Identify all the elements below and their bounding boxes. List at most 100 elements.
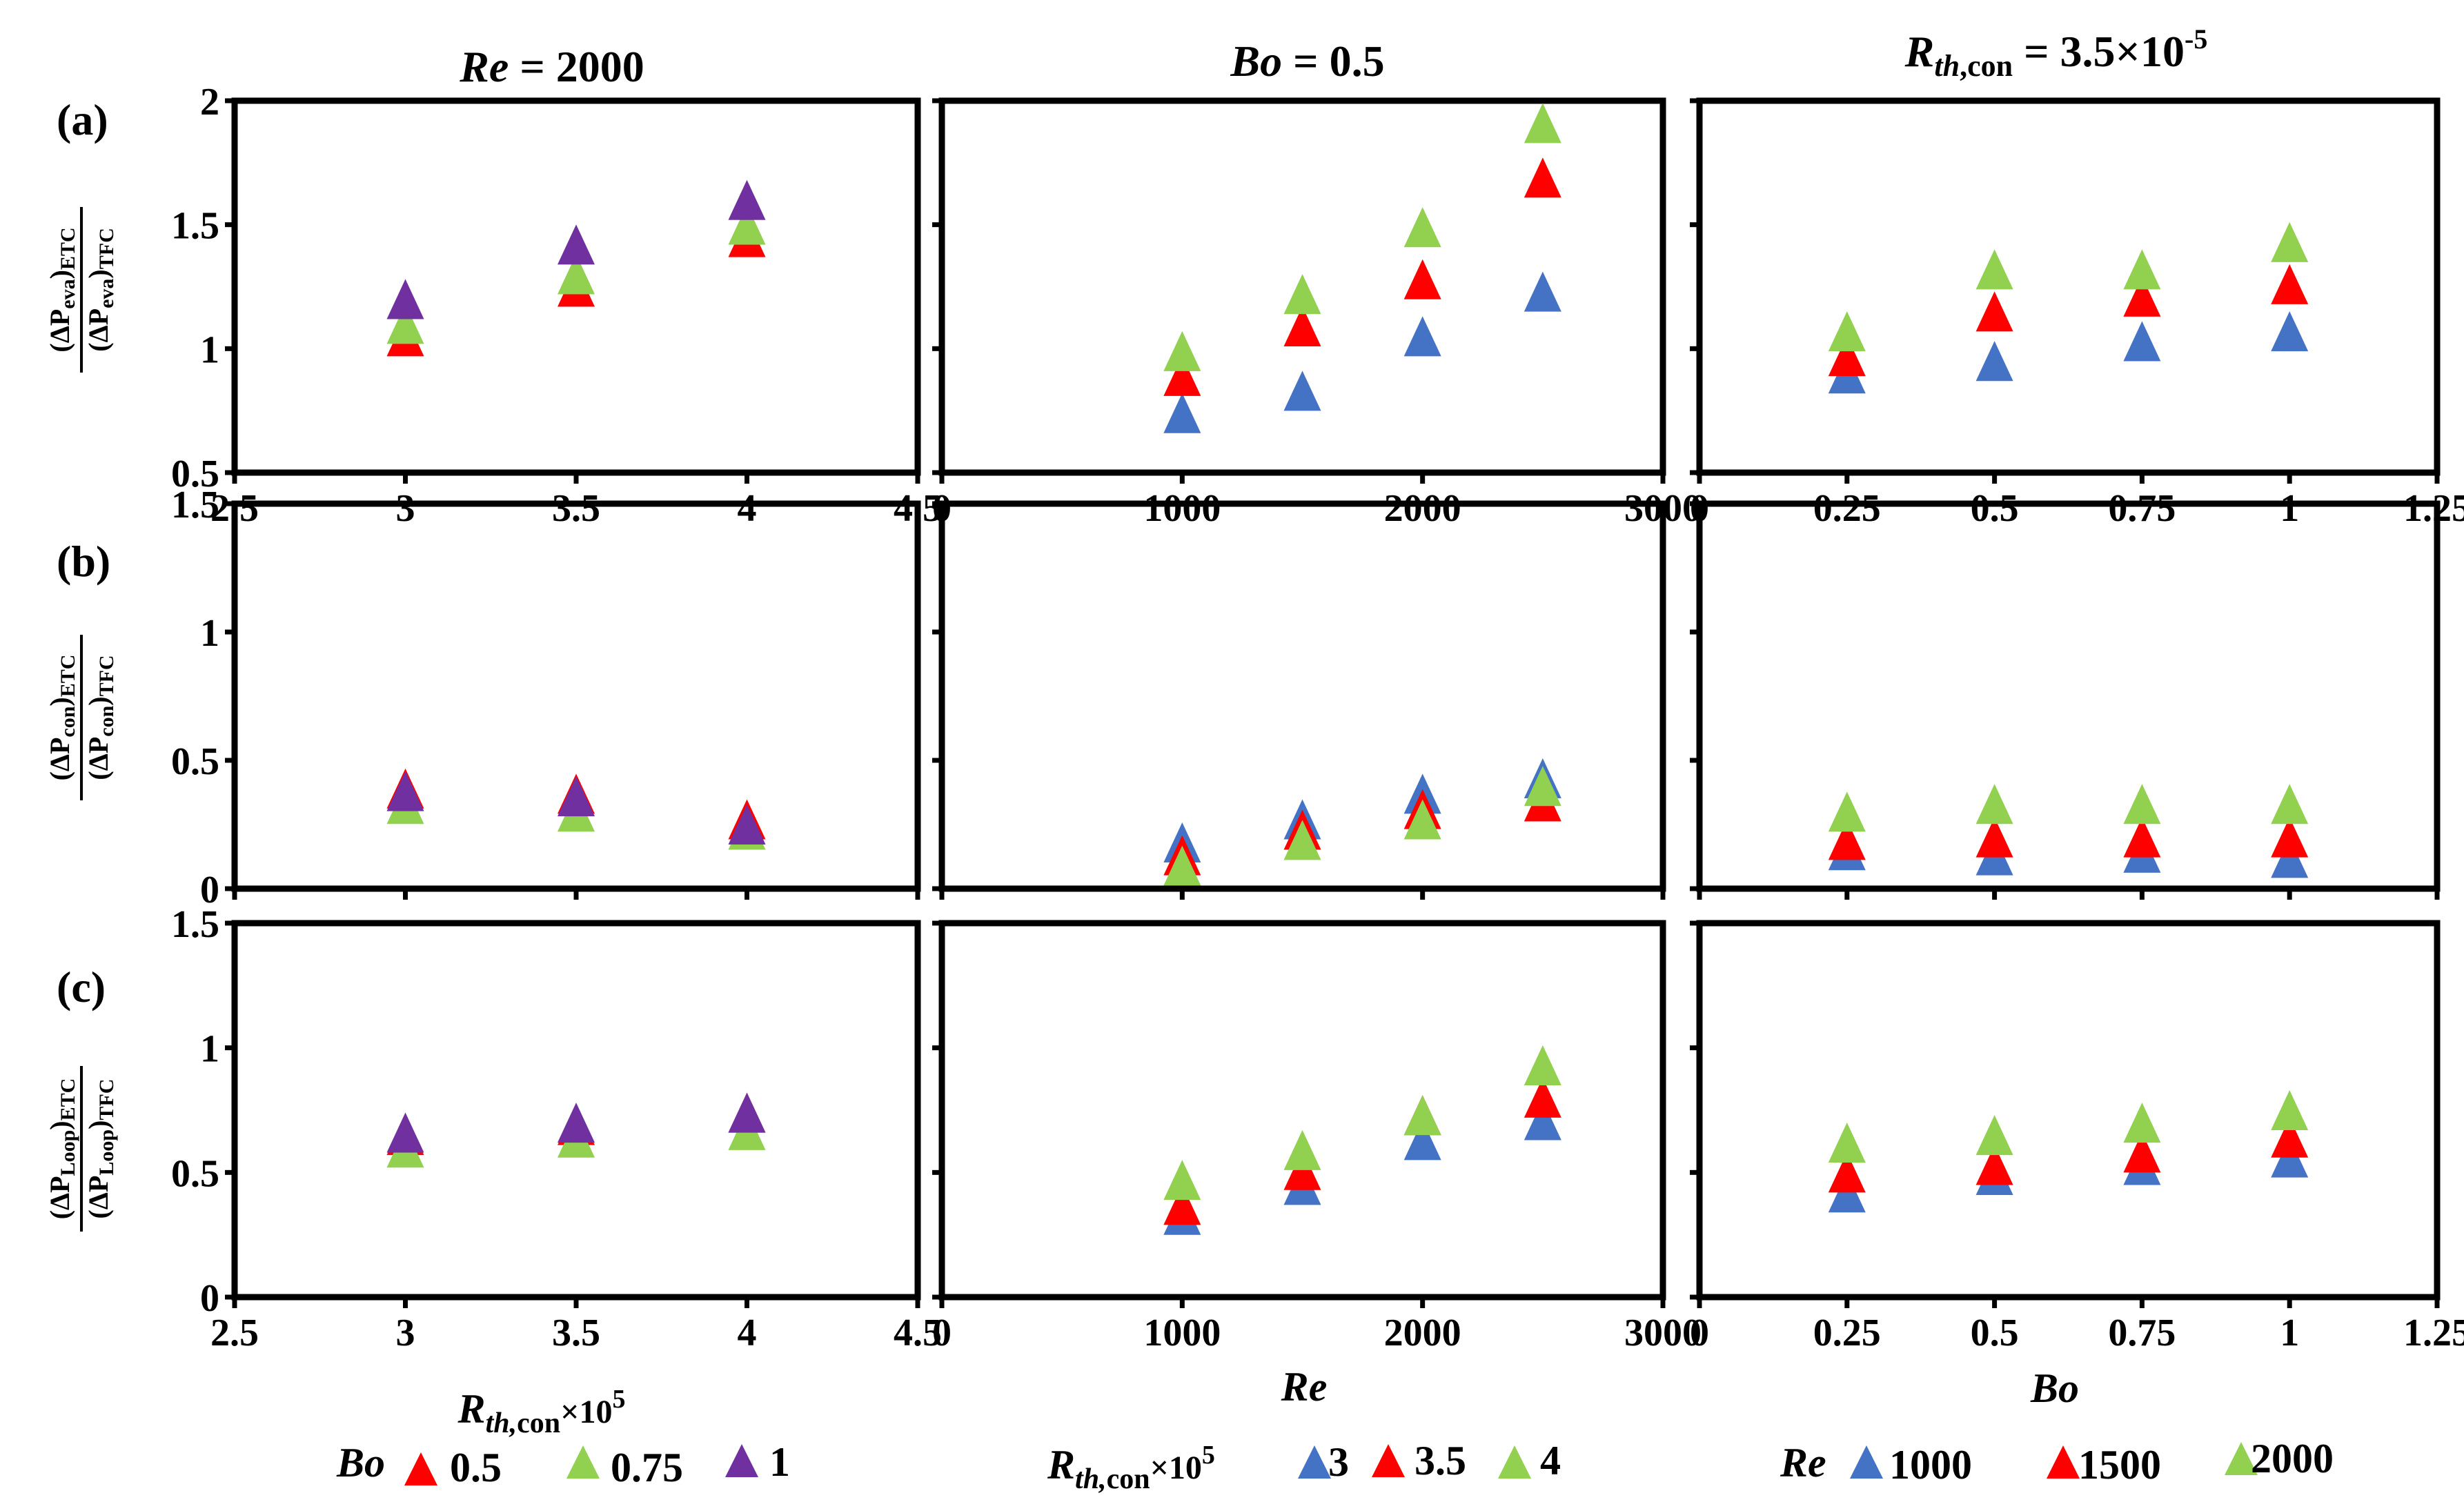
y-tick-label: 0 <box>200 1277 219 1320</box>
marker-blue-1000 <box>2271 838 2309 878</box>
svg-text:(ΔPcon)ETC: (ΔPcon)ETC <box>44 655 79 781</box>
x-axis-title-2: Re <box>1281 1364 1328 1410</box>
marker-green-4 <box>1403 207 1441 248</box>
marker-red-1500 <box>2123 1132 2161 1173</box>
y-tick-label: 0 <box>200 869 219 911</box>
legend-1-marker-1 <box>404 1452 437 1485</box>
legend-2: Rth,con×105 3 3.5 4 <box>1047 1438 1561 1495</box>
x-tick-label: 0.5 <box>1971 1312 2019 1354</box>
marker-green-4 <box>1163 845 1201 886</box>
legend-1-item-2: 0.75 <box>611 1445 683 1490</box>
x-tick-label: 2000 <box>1384 487 1461 530</box>
column-title-3: Rth,con = 3.5×10-5 <box>1904 23 2208 83</box>
svg-text:(ΔPeva)ETC: (ΔPeva)ETC <box>44 227 79 352</box>
marker-blue-3 <box>1524 1100 1561 1140</box>
x-tick-label: 1000 <box>1143 1312 1221 1354</box>
marker-green-4 <box>1283 274 1321 315</box>
x-tick-label: 3.5 <box>552 487 600 530</box>
marker-green-2000 <box>1828 311 1866 352</box>
legend-3-title: Re <box>1780 1440 1826 1485</box>
marker-red-1500 <box>1975 1145 2013 1185</box>
marker-red-3.5 <box>1283 306 1321 346</box>
plot-frame <box>1696 920 2441 1301</box>
x-tick-label: 0 <box>932 1312 952 1354</box>
marker-red-1500 <box>1975 291 2013 332</box>
y-tick-label: 0.5 <box>171 740 219 783</box>
marker-green-0.75 <box>728 204 766 245</box>
marker-blue-3 <box>1283 371 1321 411</box>
marker-blue-3 <box>1524 271 1561 312</box>
legend-1-title: Bo <box>336 1440 385 1485</box>
marker-green-4 <box>1283 820 1321 860</box>
y-tick-label: 2 <box>200 81 219 124</box>
x-tick-label: 3 <box>396 1312 415 1354</box>
marker-blue-1000 <box>2123 321 2161 362</box>
x-tick-label: 2.5 <box>210 1312 259 1354</box>
panel-a-2: 0 1000 2000 3000 <box>932 97 1702 530</box>
legend-3-item-3: 2000 <box>2251 1436 2334 1481</box>
marker-red-3.5 <box>1403 259 1441 299</box>
legend-3: Re 1000 1500 2000 <box>1780 1436 2334 1488</box>
marker-purple-1 <box>728 179 766 220</box>
marker-purple-1 <box>558 224 595 265</box>
y-tick-label: 1 <box>200 1028 219 1071</box>
plot-frame <box>1696 500 2441 892</box>
legend-2-item-3: 4 <box>1540 1438 1561 1483</box>
ylabel-row-c: (ΔPLoop)ETC (ΔPLoop)TFC <box>44 1066 118 1232</box>
plot-frame <box>938 920 1666 1301</box>
legend-1-item-3: 1 <box>769 1439 790 1485</box>
x-tick-label: 0.25 <box>1813 487 1881 530</box>
legend-2-marker-3 <box>1498 1445 1531 1479</box>
marker-blue-3 <box>1163 393 1201 433</box>
panel-b-1: 0 0.5 1 1.5 <box>171 484 921 911</box>
x-tick-label: 1 <box>2280 487 2299 530</box>
x-axis-title-3: Bo <box>2030 1365 2079 1411</box>
x-tick-label: 2000 <box>1384 1312 1461 1354</box>
marker-green-4 <box>1163 1160 1201 1201</box>
marker-red-3.5 <box>1524 1077 1561 1118</box>
legend-2-item-2: 3.5 <box>1415 1438 1466 1483</box>
marker-green-4 <box>1163 330 1201 371</box>
legend-1-marker-3 <box>725 1444 758 1477</box>
x-tick-label: 0 <box>1690 1312 1709 1354</box>
marker-green-4 <box>1524 766 1561 807</box>
row-label-a: (a) <box>57 95 108 144</box>
marker-blue-1000 <box>2271 311 2309 352</box>
marker-green-2000 <box>1828 1122 1866 1163</box>
marker-purple-1 <box>558 1103 595 1143</box>
marker-purple-1 <box>386 1112 424 1153</box>
marker-green-4 <box>1524 103 1561 144</box>
marker-green-2000 <box>1975 784 2013 824</box>
marker-green-0.75 <box>558 254 595 295</box>
marker-blue-1000 <box>1975 341 2013 382</box>
x-tick-label: 0.75 <box>2108 487 2176 530</box>
ylabel-row-b: (ΔPcon)ETC (ΔPcon)TFC <box>44 635 118 800</box>
row-label-b: (b) <box>57 537 110 586</box>
marker-green-2000 <box>2123 1103 2161 1143</box>
marker-red-1500 <box>1975 817 2013 858</box>
x-tick-label: 1.25 <box>2403 1312 2464 1354</box>
y-tick-label: 1 <box>200 328 219 371</box>
marker-purple-1 <box>728 1092 766 1133</box>
x-tick-label: 1 <box>2280 1312 2299 1354</box>
panel-c-2: 0 1000 2000 3000 <box>932 920 1702 1354</box>
plot-frame <box>1696 97 2441 476</box>
marker-green-2000 <box>1828 791 1866 832</box>
marker-red-1500 <box>1828 820 1866 860</box>
svg-text:(ΔPeva)TFC: (ΔPeva)TFC <box>83 228 118 352</box>
svg-text:(ΔPLoop)TFC: (ΔPLoop)TFC <box>83 1079 118 1219</box>
plot-frame <box>938 500 1666 892</box>
column-title-2: Bo = 0.5 <box>1230 37 1384 86</box>
marker-purple-1 <box>386 279 424 319</box>
marker-red-1500 <box>2123 276 2161 317</box>
marker-green-2000 <box>2271 1090 2309 1130</box>
legend-3-item-2: 1500 <box>2078 1442 2161 1488</box>
panel-b-3 <box>1690 500 2441 900</box>
y-tick-label: 1.5 <box>171 205 219 248</box>
marker-green-2000 <box>2271 784 2309 824</box>
plot-frame <box>938 97 1666 476</box>
marker-green-2000 <box>1975 1115 2013 1156</box>
marker-blue-3 <box>1403 316 1441 357</box>
marker-green-4 <box>1403 799 1441 840</box>
legend-2-title: Rth,con×105 <box>1047 1441 1215 1495</box>
